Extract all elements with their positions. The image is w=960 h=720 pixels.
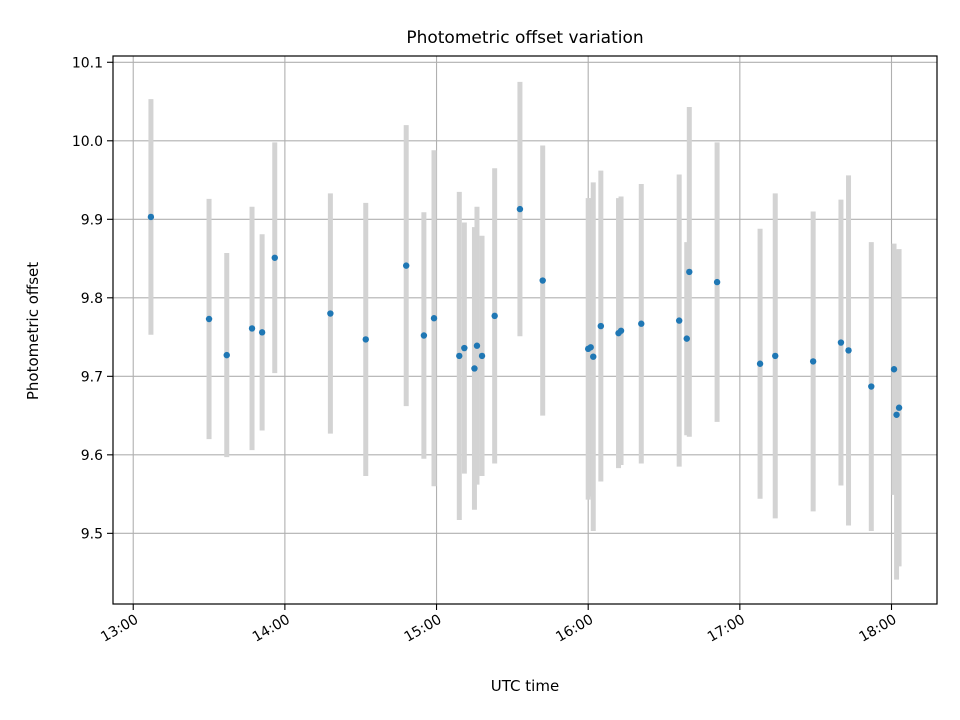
data-point — [473, 342, 481, 349]
y-tick-label: 10.0 — [72, 134, 103, 150]
data-point — [420, 332, 428, 339]
y-tick-label: 9.8 — [81, 291, 103, 307]
data-point — [478, 352, 486, 360]
x-axis-label: UTC time — [491, 677, 559, 695]
data-point — [713, 278, 721, 286]
data-point — [362, 336, 369, 343]
data-point — [248, 325, 256, 332]
data-point — [587, 344, 594, 351]
data-point — [638, 320, 645, 327]
data-point — [516, 205, 524, 213]
data-point — [809, 358, 817, 365]
data-point — [327, 310, 334, 317]
y-tick-label: 9.5 — [81, 526, 103, 542]
data-point — [890, 366, 898, 373]
data-point — [456, 352, 463, 360]
data-point — [772, 352, 779, 360]
data-point — [461, 344, 468, 352]
y-tick-label: 9.6 — [81, 448, 103, 464]
data-point — [430, 315, 438, 322]
y-axis-label: Photometric offset — [24, 262, 42, 400]
data-point — [675, 317, 683, 324]
y-axis-ticks: 9.5 9.6 9.7 9.8 9.9 10.0 10.1 — [72, 55, 113, 542]
data-point — [147, 213, 155, 221]
data-point — [223, 351, 230, 359]
y-tick-label: 10.1 — [72, 55, 103, 71]
chart-title: Photometric offset variation — [406, 28, 643, 48]
plot-frame — [112, 55, 938, 605]
data-point — [756, 360, 764, 367]
data-point — [471, 365, 478, 372]
data-point — [491, 312, 498, 320]
data-point — [893, 411, 900, 418]
data-point — [683, 335, 690, 342]
data-point — [403, 262, 410, 269]
data-point — [837, 339, 845, 346]
data-point — [868, 383, 875, 390]
data-point — [597, 322, 605, 330]
data-point — [617, 327, 625, 334]
data-point — [686, 268, 693, 276]
data-points — [147, 205, 903, 418]
data-point — [895, 404, 903, 411]
data-point — [205, 315, 213, 323]
data-point — [271, 254, 278, 261]
data-point — [590, 353, 597, 360]
data-point — [258, 329, 266, 336]
y-tick-label: 9.7 — [81, 369, 103, 385]
y-tick-label: 9.9 — [81, 212, 103, 228]
data-point — [845, 347, 852, 354]
data-point — [539, 277, 546, 284]
